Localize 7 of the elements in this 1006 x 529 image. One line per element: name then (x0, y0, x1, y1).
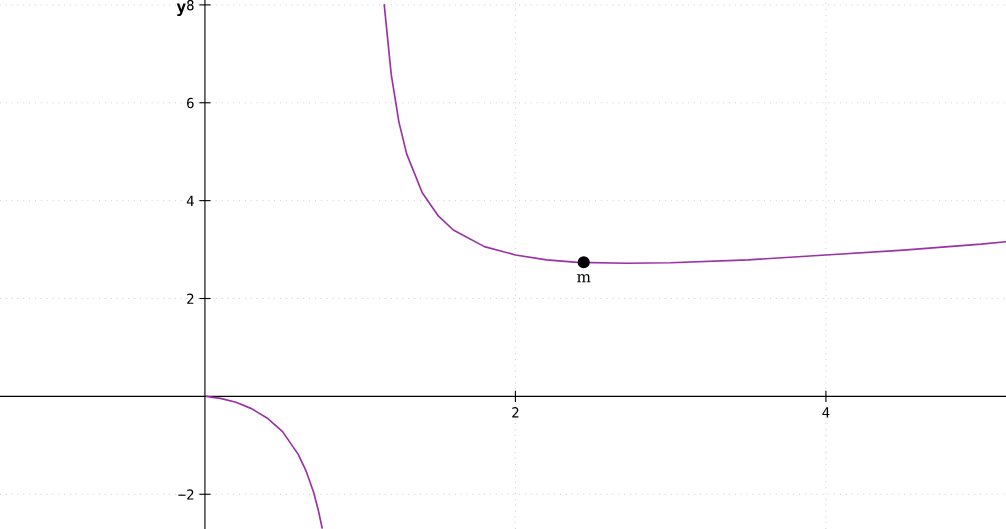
y-tick-label: 6 (187, 97, 194, 109)
y-tick-label: 8 (187, 0, 194, 11)
y-tick-label: −2 (178, 489, 194, 500)
y-axis-title: y (176, 3, 186, 17)
annotation: m (577, 274, 591, 283)
y-tick-label: 4 (186, 195, 194, 206)
y-tick-label: 2 (187, 293, 194, 304)
